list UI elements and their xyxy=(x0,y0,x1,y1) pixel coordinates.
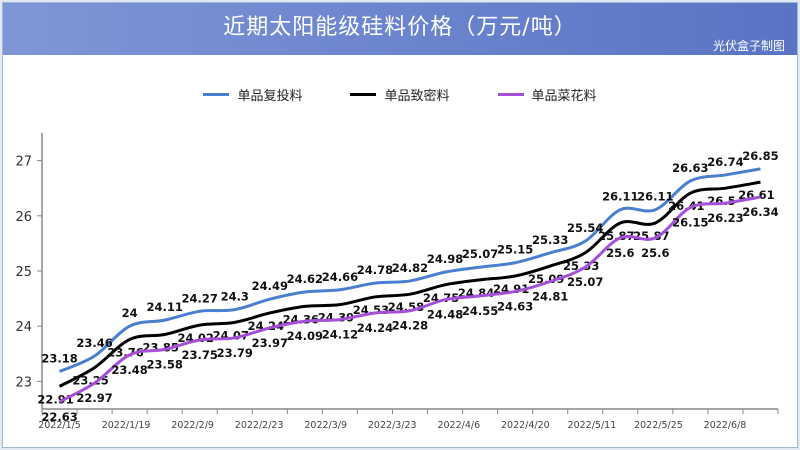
line-chart: 23 24 25 26 27 2022/1/5 2022/1/19 2022/2/9 2022/… xyxy=(15,133,779,431)
legend-label: 单品致密料 xyxy=(384,89,450,104)
data-label: 24.09 xyxy=(287,329,323,343)
data-label: 26.23 xyxy=(707,211,743,225)
legend-item: 单品复投料 xyxy=(203,85,302,104)
credit-text: 光伏盒子制图 xyxy=(712,39,785,53)
data-label: 24.82 xyxy=(392,261,428,275)
x-tick-label: 2022/1/19 xyxy=(102,420,151,431)
data-label: 25.09 xyxy=(528,272,564,286)
x-tick-label: 2022/5/25 xyxy=(634,420,683,431)
data-label: 24.3 xyxy=(221,290,249,304)
data-label: 26.41 xyxy=(668,199,704,213)
data-label: 25.54 xyxy=(567,221,603,235)
data-label: 23.48 xyxy=(111,363,147,377)
data-label: 24.98 xyxy=(427,252,463,266)
data-label: 23.97 xyxy=(252,336,288,350)
data-label: 23.75 xyxy=(182,348,218,362)
y-tick-label: 26 xyxy=(15,210,32,225)
x-tick-label: 2022/3/23 xyxy=(368,420,417,431)
data-label: 25.07 xyxy=(567,275,603,289)
data-label: 23.25 xyxy=(72,374,108,388)
x-tick-label: 2022/4/20 xyxy=(501,420,550,431)
data-label: 25.15 xyxy=(497,243,533,257)
x-tick-label: 2022/2/23 xyxy=(235,420,284,431)
data-label: 26.15 xyxy=(672,216,708,230)
y-tick-label: 27 xyxy=(15,155,32,170)
x-tick-label: 2022/1/5 xyxy=(38,420,81,431)
legend-swatch xyxy=(350,93,377,96)
data-label: 24 xyxy=(122,306,138,320)
legend-item: 单品致密料 xyxy=(350,85,450,104)
data-label: 24.78 xyxy=(357,263,393,277)
legend-item: 单品菜花料 xyxy=(497,85,597,104)
legend-swatch xyxy=(497,93,524,96)
data-label: 25.87 xyxy=(598,229,634,243)
data-label: 26.11 xyxy=(637,190,673,204)
data-label: 24.02 xyxy=(178,331,214,345)
data-label: 25.6 xyxy=(606,246,634,260)
data-label: 23.46 xyxy=(76,336,112,350)
data-label: 26.11 xyxy=(602,190,638,204)
data-label: 25.6 xyxy=(641,246,669,260)
data-label: 26.85 xyxy=(742,149,778,163)
data-label: 25.07 xyxy=(462,247,498,261)
data-label: 24.11 xyxy=(146,300,182,314)
series-line-2 xyxy=(58,180,761,388)
data-label: 24.63 xyxy=(497,299,533,313)
legend: 单品复投料 单品致密料 单品菜花料 xyxy=(3,85,797,104)
data-label: 24.55 xyxy=(462,304,498,318)
title-banner: 近期太阳能级硅料价格（万元/吨） 光伏盒子制图 xyxy=(3,3,797,55)
data-label: 22.63 xyxy=(41,410,77,424)
data-label: 26.74 xyxy=(707,155,743,169)
data-label: 26.63 xyxy=(672,161,708,175)
data-label: 24.75 xyxy=(423,291,459,305)
chart-title: 近期太阳能级硅料价格（万元/吨） xyxy=(223,15,577,40)
data-label: 24.81 xyxy=(532,289,568,303)
data-label: 22.91 xyxy=(37,392,73,406)
y-tick-label: 25 xyxy=(15,265,32,280)
data-label: 26.34 xyxy=(742,205,778,219)
data-label: 24.49 xyxy=(252,279,288,293)
x-tick-label: 2022/5/11 xyxy=(568,420,617,431)
data-label: 25.33 xyxy=(532,233,568,247)
legend-label: 单品复投料 xyxy=(237,89,303,104)
data-label: 24.28 xyxy=(392,319,428,333)
data-label: 23.18 xyxy=(41,351,77,365)
data-label: 24.48 xyxy=(427,308,463,322)
data-label: 23.79 xyxy=(217,346,253,360)
y-tick-label: 24 xyxy=(15,320,32,335)
y-tick-label: 23 xyxy=(15,375,32,390)
data-label: 23.58 xyxy=(146,357,182,371)
data-label: 23.76 xyxy=(107,345,143,359)
legend-swatch xyxy=(203,93,230,96)
x-tick-label: 2022/4/6 xyxy=(437,420,480,431)
data-label: 24.24 xyxy=(248,319,284,333)
data-label: 24.27 xyxy=(182,291,218,305)
x-tick-label: 2022/3/9 xyxy=(304,420,347,431)
data-label: 22.97 xyxy=(76,391,112,405)
legend-label: 单品菜花料 xyxy=(531,89,597,104)
data-label: 24.12 xyxy=(322,328,358,342)
x-tick-label: 2022/2/9 xyxy=(171,420,214,431)
x-tick-label: 2022/6/8 xyxy=(704,420,747,431)
data-label: 24.24 xyxy=(357,321,393,335)
data-label: 24.62 xyxy=(287,272,323,286)
data-label: 24.66 xyxy=(322,270,358,284)
